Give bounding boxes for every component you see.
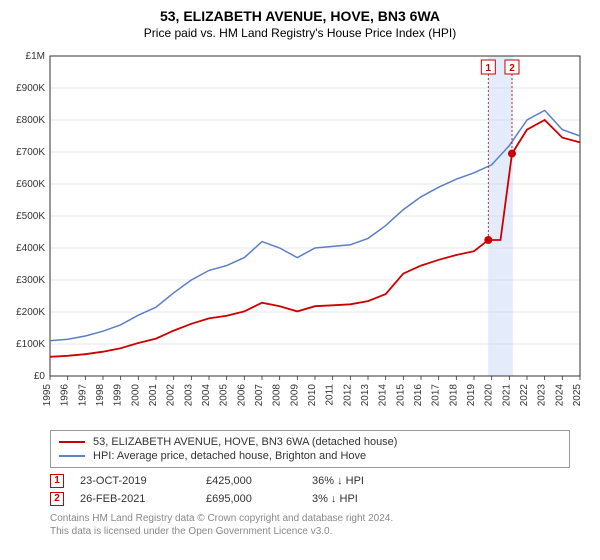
svg-text:2000: 2000 — [130, 384, 141, 407]
legend-swatch — [59, 455, 85, 457]
svg-text:£600K: £600K — [16, 179, 45, 190]
chart-subtitle: Price paid vs. HM Land Registry's House … — [0, 24, 600, 46]
svg-text:2022: 2022 — [519, 384, 530, 407]
svg-text:2012: 2012 — [342, 384, 353, 407]
legend-label: HPI: Average price, detached house, Brig… — [93, 450, 366, 462]
footer-attribution: Contains HM Land Registry data © Crown c… — [50, 512, 570, 538]
legend-item: HPI: Average price, detached house, Brig… — [59, 449, 561, 463]
svg-text:£900K: £900K — [16, 83, 45, 94]
sale-date: 23-OCT-2019 — [80, 475, 190, 487]
svg-text:2006: 2006 — [236, 384, 247, 407]
svg-text:£800K: £800K — [16, 115, 45, 126]
svg-text:£1M: £1M — [26, 51, 45, 62]
svg-text:2019: 2019 — [466, 384, 477, 407]
svg-text:£100K: £100K — [16, 339, 45, 350]
svg-text:2015: 2015 — [395, 384, 406, 407]
svg-text:£400K: £400K — [16, 243, 45, 254]
svg-text:2009: 2009 — [289, 384, 300, 407]
svg-text:2018: 2018 — [448, 384, 459, 407]
legend-swatch — [59, 441, 85, 443]
chart-svg: £0 £100K £200K £300K £400K £500K £600K £700K £80… — [0, 46, 600, 426]
svg-text:1997: 1997 — [77, 384, 88, 407]
sale-price: £695,000 — [206, 493, 296, 505]
svg-text:2005: 2005 — [219, 384, 230, 407]
chart-title: 53, ELIZABETH AVENUE, HOVE, BN3 6WA — [0, 0, 600, 24]
sale-row: 2 26-FEB-2021 £695,000 3% ↓ HPI — [50, 490, 570, 508]
svg-text:£500K: £500K — [16, 211, 45, 222]
svg-text:2016: 2016 — [413, 384, 424, 407]
svg-text:2002: 2002 — [166, 384, 177, 407]
svg-text:2008: 2008 — [272, 384, 283, 407]
svg-text:2024: 2024 — [554, 384, 565, 407]
chart-plot-area: £0 £100K £200K £300K £400K £500K £600K £700K £80… — [0, 46, 600, 426]
svg-text:2: 2 — [509, 63, 515, 74]
sale-marker: 1 — [50, 474, 64, 488]
svg-text:1995: 1995 — [42, 384, 53, 407]
svg-text:£0: £0 — [34, 371, 46, 382]
svg-text:2011: 2011 — [325, 384, 336, 406]
chart-container: 53, ELIZABETH AVENUE, HOVE, BN3 6WA Pric… — [0, 0, 600, 560]
legend-item: 53, ELIZABETH AVENUE, HOVE, BN3 6WA (det… — [59, 435, 561, 449]
svg-text:1996: 1996 — [60, 384, 71, 407]
sale-date: 26-FEB-2021 — [80, 493, 190, 505]
sale-list: 1 23-OCT-2019 £425,000 36% ↓ HPI 2 26-FEB-202… — [50, 472, 570, 508]
svg-text:£300K: £300K — [16, 275, 45, 286]
sale-delta: 36% ↓ HPI — [312, 475, 412, 487]
footer-line-1: Contains HM Land Registry data © Crown c… — [50, 512, 570, 525]
sale-row: 1 23-OCT-2019 £425,000 36% ↓ HPI — [50, 472, 570, 490]
svg-text:2014: 2014 — [378, 384, 389, 407]
svg-text:2017: 2017 — [431, 384, 442, 407]
svg-text:1998: 1998 — [95, 384, 106, 407]
sale-marker: 2 — [50, 492, 64, 506]
svg-text:£700K: £700K — [16, 147, 45, 158]
legend-label: 53, ELIZABETH AVENUE, HOVE, BN3 6WA (det… — [93, 436, 397, 448]
svg-text:2021: 2021 — [501, 384, 512, 407]
svg-text:2010: 2010 — [307, 384, 318, 407]
svg-text:2013: 2013 — [360, 384, 371, 407]
svg-text:2004: 2004 — [201, 384, 212, 407]
legend: 53, ELIZABETH AVENUE, HOVE, BN3 6WA (det… — [50, 430, 570, 468]
footer-line-2: This data is licensed under the Open Gov… — [50, 525, 570, 538]
svg-text:2007: 2007 — [254, 384, 265, 407]
svg-text:2020: 2020 — [484, 384, 495, 407]
svg-text:1: 1 — [486, 63, 492, 74]
svg-text:1999: 1999 — [113, 384, 124, 407]
svg-text:2025: 2025 — [572, 384, 583, 407]
sale-delta: 3% ↓ HPI — [312, 493, 412, 505]
sale-price: £425,000 — [206, 475, 296, 487]
svg-text:2003: 2003 — [183, 384, 194, 407]
svg-text:£200K: £200K — [16, 307, 45, 318]
svg-text:2023: 2023 — [537, 384, 548, 407]
svg-text:2001: 2001 — [148, 384, 159, 407]
